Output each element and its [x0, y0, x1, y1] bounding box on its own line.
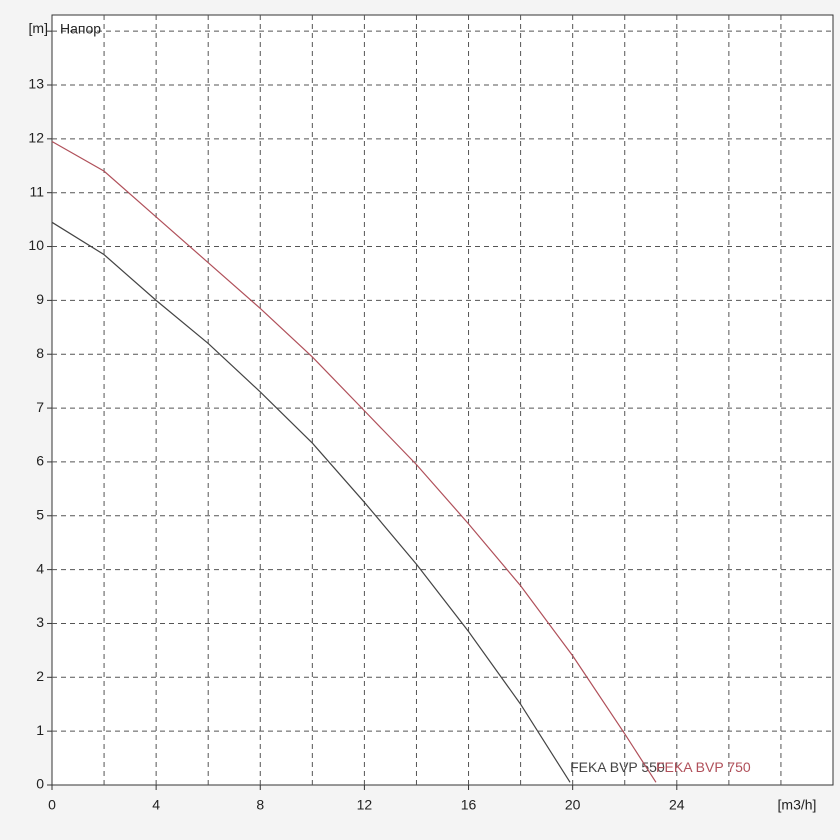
y-tick-label: 1 [36, 722, 44, 738]
y-tick-label: 7 [36, 399, 44, 415]
y-tick-label: 9 [36, 291, 44, 307]
x-tick-label: 20 [565, 797, 581, 813]
x-tick-label: 4 [152, 797, 160, 813]
y-tick-label: 13 [28, 76, 44, 92]
y-tick-label: 11 [29, 183, 44, 199]
y-tick-label: 12 [28, 130, 44, 146]
x-tick-label: 0 [48, 797, 56, 813]
y-tick-label: 8 [36, 345, 44, 361]
y-axis-label: [m] [29, 20, 48, 36]
y-tick-label: 5 [36, 506, 44, 522]
legend-label: FEKA BVP 750 [656, 759, 751, 775]
y-tick-label: 2 [36, 668, 44, 684]
legend-label: FEKA BVP 550 [570, 759, 665, 775]
curve [51, 141, 657, 783]
plot-area [51, 14, 834, 786]
y-tick-label: 0 [36, 776, 44, 792]
y-tick-label: 4 [36, 560, 44, 576]
y-tick-label: 10 [28, 237, 44, 253]
y-tick-label: 6 [36, 453, 44, 469]
chart-title: Напор [60, 21, 101, 37]
x-tick-label: 16 [461, 797, 477, 813]
x-tick-label: 12 [357, 797, 373, 813]
y-tick-label: 3 [36, 614, 44, 630]
x-axis-label: [m3/h] [778, 797, 817, 813]
x-tick-label: 24 [669, 797, 685, 813]
x-tick-label: 8 [256, 797, 264, 813]
curve [51, 221, 571, 783]
